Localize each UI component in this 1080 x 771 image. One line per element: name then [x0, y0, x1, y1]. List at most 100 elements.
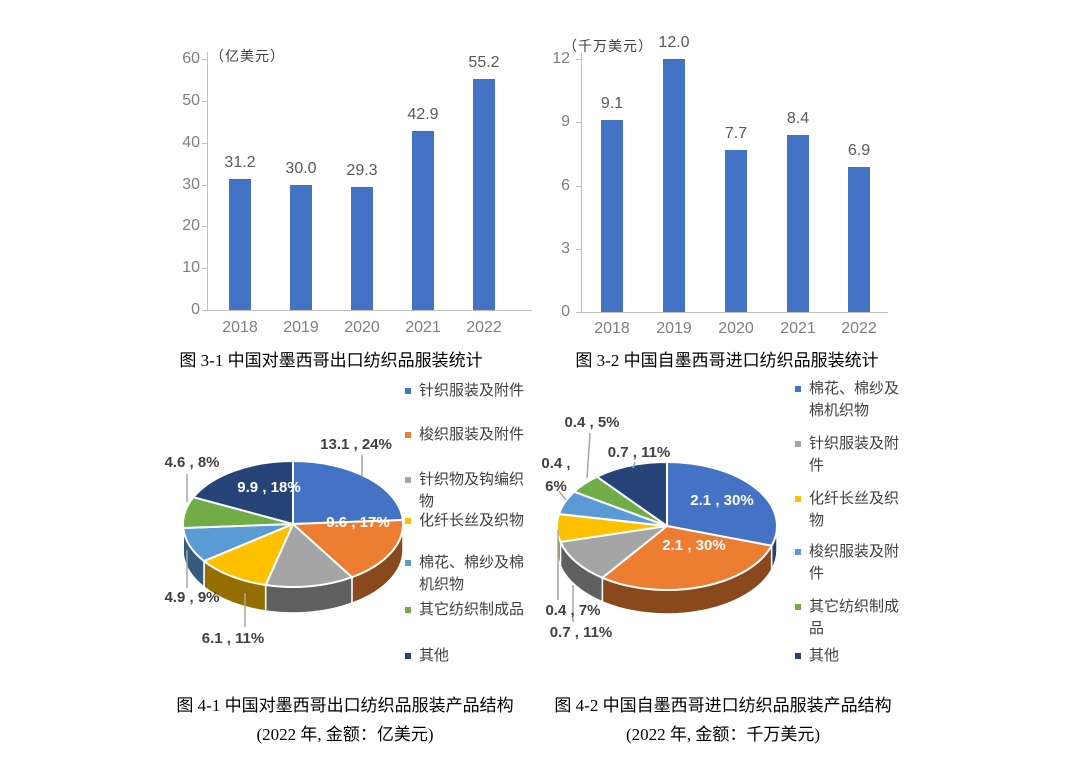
bar: [725, 149, 747, 312]
x-axis-line: [207, 310, 532, 311]
pie-slice: [292, 519, 404, 579]
legend-swatch: [405, 477, 411, 483]
y-tick-label: 12: [552, 50, 570, 67]
y-tick-mark: [576, 312, 581, 313]
legend-item: 梭织服装及附 件: [795, 541, 935, 585]
bar-value-label: 30.0: [285, 159, 317, 177]
x-tick-label: 2019: [656, 320, 692, 337]
y-tick-label: 3: [561, 239, 570, 257]
pie-data-label: 9.6 , 17%: [326, 514, 389, 531]
pie-slice: [666, 461, 778, 547]
legend-label: 其它纺织制成 品: [809, 598, 900, 637]
bar-value-label: 9.1: [600, 95, 624, 113]
bar: [351, 187, 373, 310]
legend-item: 针织服装及附件: [405, 380, 545, 402]
y-axis-line: [581, 53, 582, 312]
y-tick-label: 20: [182, 217, 200, 235]
bar: [290, 184, 312, 310]
x-tick-label: 2022: [466, 319, 502, 336]
legend-swatch: [405, 653, 411, 659]
x-tick-label: 2019: [283, 319, 319, 336]
legend-item: 针织物及钩编织 物: [405, 469, 545, 513]
pie-data-label: 13.1 , 24%: [320, 436, 392, 453]
legend-label: 化纤长丝及织物: [419, 512, 525, 529]
y-tick-label: 30: [182, 175, 200, 193]
y-tick-label: 60: [182, 50, 200, 67]
legend-item: 其它纺织制成 品: [795, 596, 935, 640]
y-axis-line: [207, 52, 208, 310]
caption-line: 图 4-2 中国自墨西哥进口纺织品服装产品结构: [554, 696, 892, 715]
caption-fig-3-1: 图 3-1 中国对墨西哥出口纺织品服装统计: [179, 351, 483, 370]
y-tick-mark: [576, 122, 581, 124]
pie-slice: [595, 461, 668, 527]
y-tick-mark: [202, 184, 207, 186]
legend-item: 化纤长丝及织物: [405, 510, 545, 532]
pie-data-label: 0.7 , 11%: [608, 444, 671, 461]
x-tick-label: 2018: [222, 319, 258, 336]
pie-data-label: 0.4 , 6%: [541, 455, 570, 495]
y-tick-mark: [576, 248, 581, 250]
pie-data-label: 2.1 , 30%: [662, 537, 725, 554]
legend-swatch: [405, 518, 411, 524]
x-tick-label: 2020: [344, 319, 380, 336]
legend-swatch: [795, 604, 801, 610]
bar: [601, 120, 623, 312]
bar-value-label: 6.9: [847, 141, 871, 159]
pie-data-label: 6.1 , 11%: [202, 630, 265, 647]
legend-item: 化纤长丝及织 物: [795, 488, 935, 532]
pie-data-label: 2.1 , 30%: [690, 492, 753, 509]
leader-line: [558, 490, 567, 501]
legend-swatch: [795, 653, 801, 659]
bar-value-label: 55.2: [468, 54, 500, 72]
leader-line: [632, 461, 636, 469]
bar-value-label: 31.2: [224, 154, 256, 172]
bar: [412, 130, 434, 310]
y-tick-label: 6: [561, 176, 570, 194]
pie-data-label: 0.7 , 11%: [550, 624, 613, 641]
bar-value-label: 29.3: [346, 162, 378, 180]
y-axis-unit-export: （亿美元）: [210, 48, 285, 64]
legend-item: 其他: [405, 645, 545, 667]
x-tick-label: 2021: [405, 319, 441, 336]
legend-swatch: [795, 386, 801, 392]
bar: [787, 134, 809, 312]
legend-item: 其它纺织制成品: [405, 599, 545, 621]
legend-label: 棉花、棉纱及棉 机织物: [419, 554, 525, 593]
pie-slice: [292, 460, 404, 525]
legend-item: 梭织服装及附件: [405, 424, 545, 446]
legend-item: 棉花、棉纱及 棉机织物: [795, 378, 935, 422]
bar-value-label: 12.0: [658, 34, 690, 51]
bar: [473, 79, 495, 310]
caption-fig-4-1: 图 4-1 中国对墨西哥出口纺织品服装产品结构 (2022 年, 金额：亿美元): [155, 691, 535, 749]
y-tick-mark: [202, 310, 207, 311]
legend-swatch: [405, 607, 411, 613]
caption-line: 图 4-1 中国对墨西哥出口纺织品服装产品结构: [176, 696, 514, 715]
pie-slice: [192, 460, 294, 525]
bar-value-label: 7.7: [724, 124, 748, 142]
bar: [229, 179, 251, 310]
pie-data-label: 9.9 , 18%: [237, 479, 300, 496]
pie-data-label: 4.6 , 8%: [164, 454, 219, 471]
legend-item: 针织服装及附 件: [795, 433, 935, 477]
y-tick-mark: [202, 142, 207, 144]
legend-swatch: [405, 388, 411, 394]
bar: [663, 59, 685, 312]
x-tick-label: 2021: [780, 320, 816, 337]
legend-swatch: [405, 560, 411, 566]
y-tick-label: 50: [182, 91, 200, 109]
pie-chart: 2.1 , 30% 2.1 , 30% 0.7 , 11% 0.4 , 7% 0.4 ,…: [541, 414, 778, 641]
caption-line: (2022 年, 金额：千万美元): [625, 725, 821, 744]
x-axis-line: [581, 312, 888, 313]
y-tick-label: 9: [561, 113, 570, 131]
legend-label: 针织服装及附件: [419, 382, 525, 399]
legend-label: 其它纺织制成品: [419, 601, 525, 618]
legend-swatch: [795, 549, 801, 555]
bar: [848, 166, 870, 312]
pie-slice: [601, 525, 773, 591]
y-tick-label: 0: [561, 303, 570, 320]
